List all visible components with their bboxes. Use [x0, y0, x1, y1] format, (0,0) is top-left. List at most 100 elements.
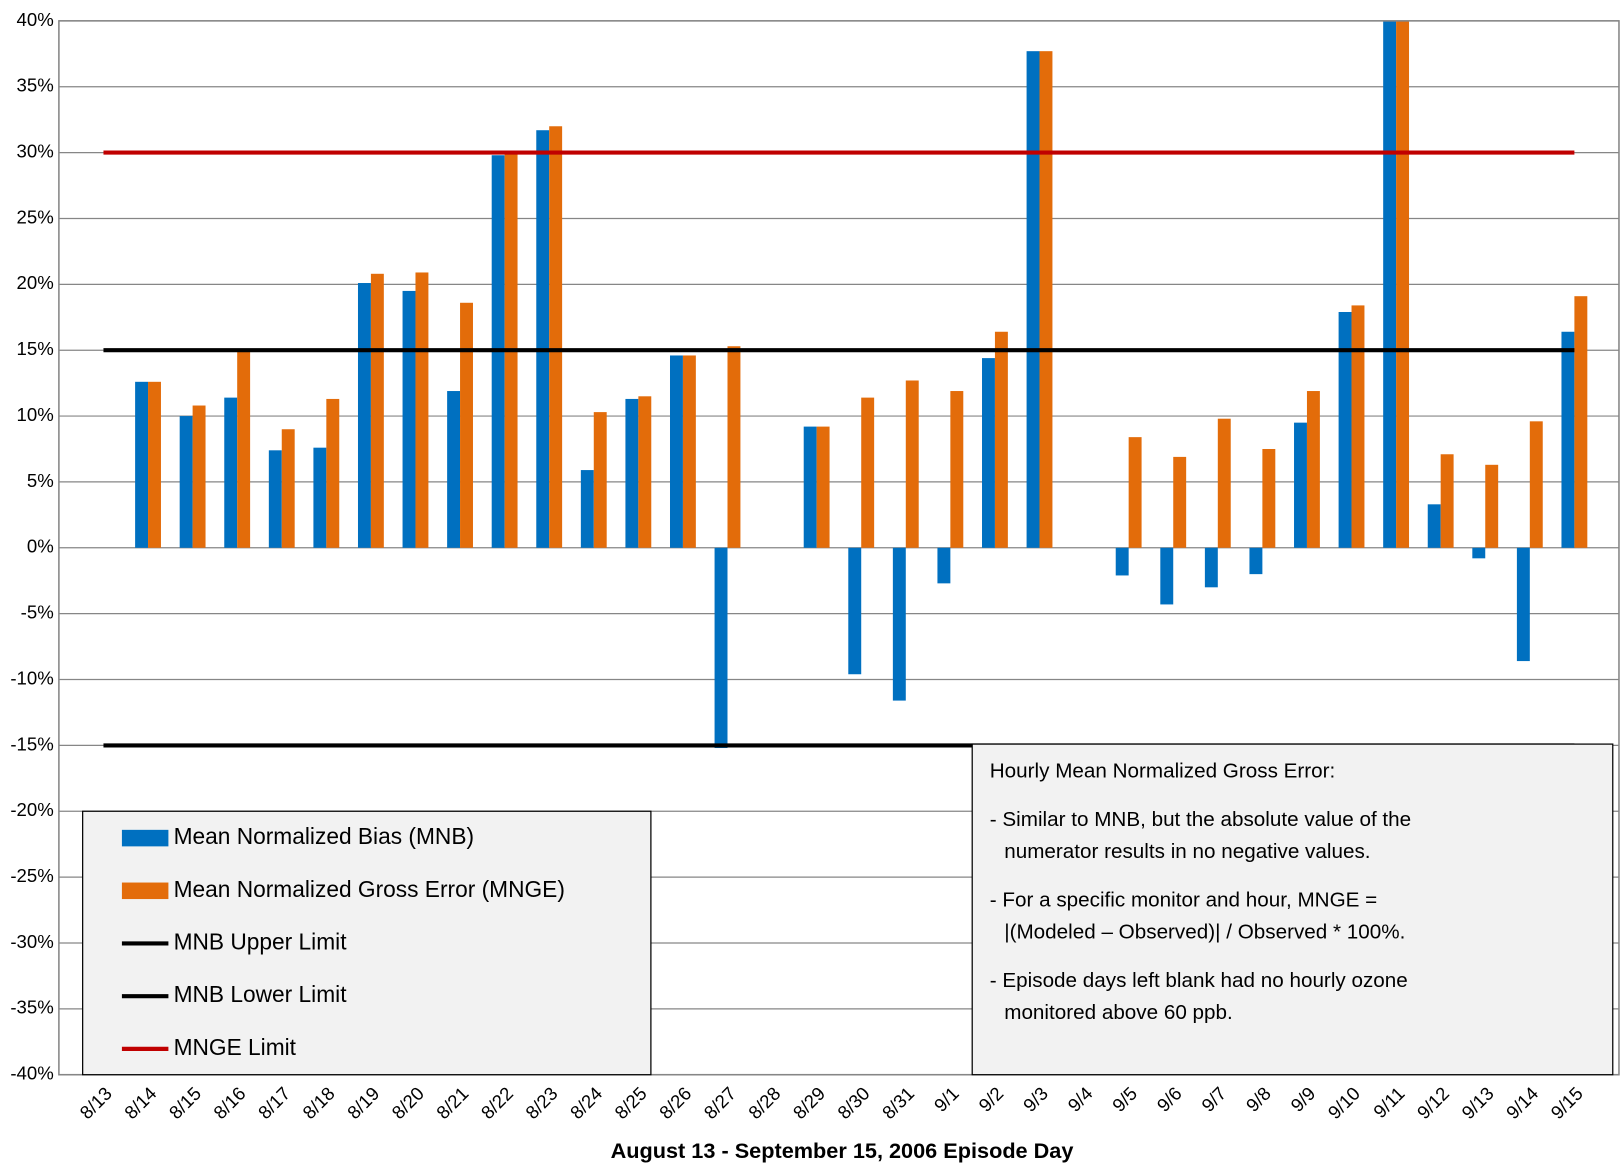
x-tick-label: 9/9 [1286, 1083, 1319, 1116]
annotation-line: |(Modeled – Observed)| / Observed * 100%… [1004, 921, 1405, 944]
bar [1294, 422, 1307, 548]
bar [682, 355, 696, 548]
bar [1396, 20, 1410, 548]
y-tick-label: 30% [17, 141, 54, 162]
legend-box [82, 810, 652, 1076]
bar [593, 412, 607, 548]
legend-swatch [121, 882, 169, 900]
y-tick-label: 20% [17, 272, 54, 293]
y-tick-label: -10% [10, 667, 53, 688]
bar [1115, 547, 1129, 576]
bar [402, 290, 416, 548]
x-tick-label: 8/26 [655, 1083, 695, 1123]
x-tick-label: 8/30 [833, 1083, 873, 1123]
x-tick-label: 8/27 [700, 1083, 740, 1123]
bar [135, 381, 149, 548]
legend-label: Mean Normalized Bias (MNB) [174, 823, 474, 849]
bar [937, 547, 951, 584]
x-tick-label: 9/4 [1063, 1083, 1096, 1116]
bar [1485, 464, 1499, 548]
plot-border [58, 20, 1620, 1076]
legend-label: MNGE Limit [174, 1034, 297, 1060]
bar [580, 470, 594, 548]
bar [281, 429, 295, 548]
y-tick-label: -30% [10, 931, 53, 952]
x-tick-label: 9/15 [1546, 1083, 1586, 1123]
bar [1026, 51, 1040, 548]
bar [625, 398, 639, 548]
bar [447, 391, 461, 548]
bar [816, 426, 830, 548]
y-tick-label: 25% [17, 206, 54, 227]
x-tick-label: 8/17 [254, 1083, 294, 1123]
annotation-line: numerator results in no negative values. [1004, 840, 1370, 863]
y-tick-label: 35% [17, 75, 54, 96]
bar [536, 130, 550, 548]
x-tick-label: 9/8 [1242, 1083, 1275, 1116]
bar [1039, 51, 1053, 548]
bar [861, 397, 875, 548]
bar [313, 447, 327, 548]
bar [192, 405, 206, 548]
bar [1338, 311, 1352, 548]
y-tick-label: -15% [10, 733, 53, 754]
x-tick-label: 8/24 [566, 1083, 606, 1123]
x-tick-label: 8/16 [209, 1083, 249, 1123]
x-tick-label: 8/29 [789, 1083, 829, 1123]
y-tick-label: -5% [21, 602, 54, 623]
legend-label: MNB Lower Limit [174, 981, 348, 1007]
bar [1351, 305, 1365, 548]
x-tick-label: 8/20 [388, 1083, 428, 1123]
bar [1440, 454, 1454, 548]
x-tick-label: 9/14 [1502, 1083, 1542, 1123]
bar [326, 398, 340, 548]
annotation-line: - Episode days left blank had no hourly … [990, 969, 1408, 992]
bar [950, 391, 964, 548]
y-tick-label: 0% [27, 536, 54, 557]
annotation-line: - Similar to MNB, but the absolute value… [990, 808, 1411, 831]
legend-label: Mean Normalized Gross Error (MNGE) [174, 876, 565, 902]
x-tick-label: 9/2 [974, 1083, 1007, 1116]
y-tick-label: 10% [17, 404, 54, 425]
bar [892, 547, 906, 701]
annotation-title: Hourly Mean Normalized Gross Error: [990, 759, 1336, 782]
x-tick-label: 8/31 [878, 1083, 918, 1123]
bar [848, 547, 862, 675]
bar [460, 302, 473, 548]
x-tick-label: 9/3 [1019, 1083, 1052, 1116]
x-tick-label: 8/25 [610, 1083, 650, 1123]
bar [1561, 331, 1575, 548]
bar [224, 397, 238, 548]
bar [1383, 20, 1397, 548]
bar [1249, 547, 1263, 575]
bar [179, 416, 193, 548]
bar [803, 426, 817, 548]
legend-swatch [121, 829, 169, 847]
y-tick-label: -20% [10, 799, 53, 820]
x-tick-label: 9/11 [1369, 1083, 1408, 1122]
x-tick-label: 8/22 [477, 1083, 517, 1123]
bar [268, 450, 282, 548]
bars [135, 20, 1588, 749]
y-tick-label: -40% [10, 1063, 53, 1084]
y-tick-label: 15% [17, 338, 54, 359]
annotation-line: monitored above 60 ppb. [1004, 1001, 1233, 1024]
annotation-box [971, 743, 1614, 1076]
x-tick-label: 8/23 [521, 1083, 561, 1123]
x-tick-label: 8/18 [298, 1083, 338, 1123]
bar [1427, 504, 1441, 548]
bar [669, 355, 683, 548]
bar [1472, 547, 1486, 559]
annotation-line: - For a specific monitor and hour, MNGE … [990, 889, 1377, 912]
x-tick-label: 8/28 [744, 1083, 784, 1123]
bar [727, 346, 741, 548]
bar [1128, 437, 1142, 548]
bar [982, 358, 995, 548]
x-tick-label: 9/1 [930, 1083, 963, 1116]
bar [148, 381, 161, 548]
y-tick-label: 5% [27, 470, 54, 491]
bar [415, 272, 429, 548]
bar [1204, 547, 1218, 588]
x-tick-label: 8/19 [343, 1083, 383, 1123]
y-tick-label: 40% [17, 9, 54, 30]
